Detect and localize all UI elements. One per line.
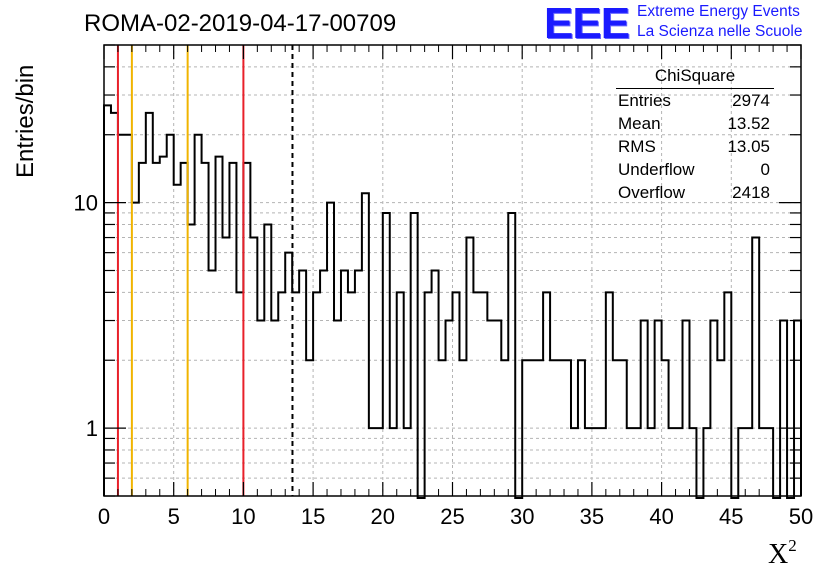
y-tick-label: 1 [86,416,98,441]
stats-value: 13.52 [727,114,770,133]
x-tick-label: 5 [168,504,180,529]
stats-label: RMS [618,137,656,156]
stats-box: ChiSquare Entries 2974 Mean 13.52 RMS 13… [612,66,778,204]
stats-row-mean: Mean 13.52 [612,112,778,135]
eee-logo-mark: EEE [544,0,630,48]
stats-label: Overflow [618,183,686,202]
stats-value: 2974 [732,91,770,110]
stats-label: Entries [618,91,671,110]
stats-row-overflow: Overflow 2418 [612,181,778,204]
x-axis-label-container: X2 [768,536,797,571]
x-tick-label: 50 [789,504,813,529]
stats-label: Mean [618,114,661,133]
x-tick-label: 0 [98,504,110,529]
stats-title: ChiSquare [616,66,774,89]
stats-label: Underflow [618,160,695,179]
histogram-outline [103,104,802,499]
x-axis-label-superscript: 2 [788,536,797,555]
stats-row-underflow: Underflow 0 [612,158,778,181]
stats-value: 2418 [732,183,770,202]
stats-value: 0 [760,160,770,179]
logo-text-line1: Extreme Energy Events [637,3,800,20]
stats-row-rms: RMS 13.05 [612,135,778,158]
x-axis-label: X [768,539,789,570]
logo-text-line2: La Scienza nelle Scuole [637,23,803,40]
x-tick-label: 40 [649,504,673,529]
x-tick-label: 25 [440,504,464,529]
y-axis-label-container: Entries/bin [8,58,39,188]
stats-row-entries: Entries 2974 [612,89,778,112]
x-tick-label: 30 [510,504,534,529]
x-tick-label: 10 [231,504,255,529]
x-tick-label: 20 [371,504,395,529]
stats-value: 13.05 [727,137,770,156]
x-tick-label: 15 [301,504,325,529]
x-tick-label: 45 [719,504,743,529]
x-tick-label: 35 [580,504,604,529]
y-axis-label: Entries/bin [12,64,39,178]
y-tick-label: 10 [74,191,98,216]
chart-title: ROMA-02-2019-04-17-00709 [84,10,397,37]
